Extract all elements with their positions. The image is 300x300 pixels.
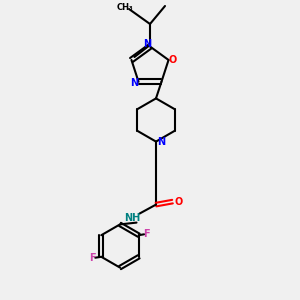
Text: F: F [90, 253, 96, 263]
Text: CH₃: CH₃ [116, 3, 133, 12]
Text: O: O [174, 196, 183, 207]
Text: O: O [168, 55, 176, 65]
Text: N: N [143, 38, 151, 49]
Text: N: N [157, 136, 166, 147]
Text: NH: NH [124, 213, 140, 223]
Text: N: N [130, 78, 138, 88]
Text: F: F [143, 229, 149, 239]
